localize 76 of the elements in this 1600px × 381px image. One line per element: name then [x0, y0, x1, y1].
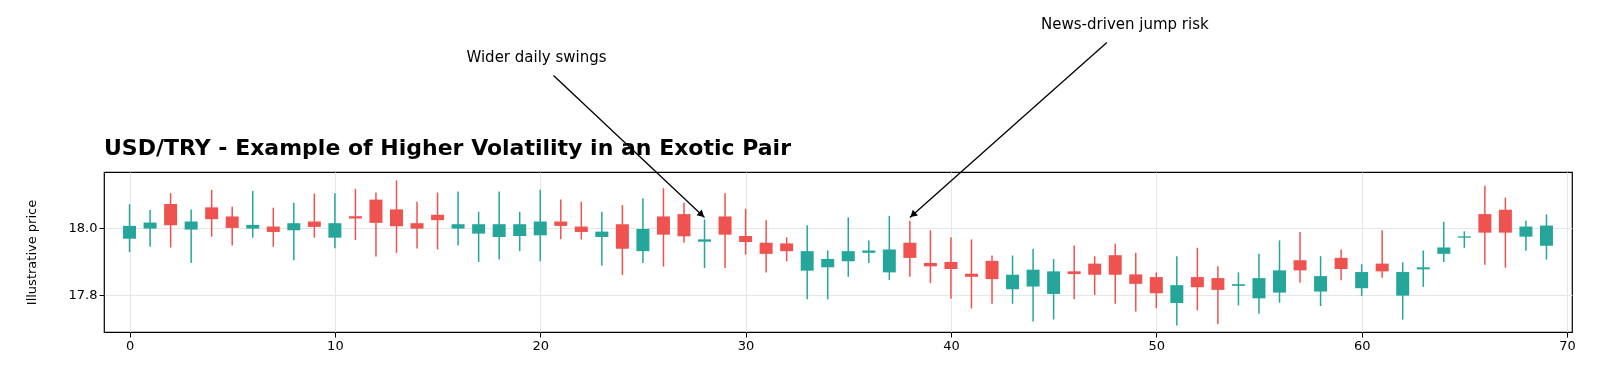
candlestick [656, 187, 670, 268]
candlestick [903, 220, 917, 278]
candlestick [513, 211, 527, 252]
candlestick [205, 189, 219, 238]
candlestick [225, 205, 239, 247]
candlestick [1067, 244, 1081, 301]
candlestick [780, 236, 794, 263]
candlestick [389, 179, 403, 254]
candlestick [739, 207, 753, 256]
candlestick [862, 239, 876, 264]
candlestick [1293, 231, 1307, 284]
candlestick [1396, 261, 1410, 321]
x-tick-label: 60 [1353, 337, 1371, 353]
candlestick [1273, 239, 1287, 304]
candlestick [1519, 220, 1533, 252]
candlestick [841, 216, 855, 278]
candlestick [1314, 255, 1328, 307]
candlestick [287, 201, 301, 261]
candlestick [246, 190, 260, 239]
candlestick [123, 203, 137, 253]
x-tick-label: 0 [125, 337, 135, 353]
candlestick [369, 191, 383, 258]
candlestick [1478, 185, 1492, 266]
candlestick [1088, 255, 1102, 296]
candlestick [164, 192, 178, 249]
candlestick [636, 197, 650, 264]
candlestick [451, 190, 465, 247]
candlestick [492, 190, 506, 261]
candlestick [964, 238, 978, 310]
y-axis-title: Illustrative price [23, 199, 39, 306]
candlestick [800, 224, 814, 301]
x-tick-label: 30 [737, 337, 755, 353]
candlestick [595, 211, 609, 267]
candlestick [1252, 253, 1266, 315]
candlestick [1149, 271, 1163, 309]
y-tick-label: 17.8 [68, 287, 98, 303]
candlestick [266, 206, 280, 248]
x-tick-label: 70 [1559, 337, 1576, 353]
candlestick [1108, 243, 1122, 305]
candlestick [1498, 196, 1512, 269]
candlestick [759, 219, 773, 274]
candlestick [574, 200, 588, 241]
candlestick [472, 211, 486, 263]
candlestick [1375, 229, 1389, 279]
candlestick [1129, 252, 1143, 313]
x-tick-label: 10 [327, 337, 344, 353]
annotation: Wider daily swings [466, 48, 607, 67]
candlestick [143, 209, 157, 248]
candlestick [882, 215, 896, 281]
x-tick-label: 40 [943, 337, 960, 353]
candlestick [184, 208, 198, 264]
candlestick [1170, 255, 1184, 327]
candlestick [410, 200, 424, 250]
candlestick [1437, 221, 1451, 263]
x-tick-label: 50 [1148, 337, 1166, 353]
candlestick [985, 254, 999, 305]
candlestick [1355, 263, 1369, 297]
candlestick [677, 201, 691, 244]
candlestick [431, 191, 445, 251]
y-tick-label: 18.0 [68, 220, 98, 236]
x-tick-label: 20 [532, 337, 550, 353]
candlestick [1026, 248, 1040, 323]
candlestick [1539, 213, 1553, 261]
candlestick [1211, 265, 1225, 325]
candlestick [1006, 254, 1020, 305]
candlestick [554, 198, 568, 241]
annotation: News-driven jump risk [1041, 15, 1209, 34]
candlestick [718, 192, 732, 269]
candlestick [1231, 271, 1245, 307]
candlestick [1047, 258, 1061, 321]
candlestick [1416, 249, 1430, 288]
candlestick [698, 218, 712, 269]
candlestick [1334, 248, 1348, 281]
candlestick [821, 249, 835, 301]
candlestick [307, 192, 321, 239]
candlestick [1190, 247, 1204, 312]
